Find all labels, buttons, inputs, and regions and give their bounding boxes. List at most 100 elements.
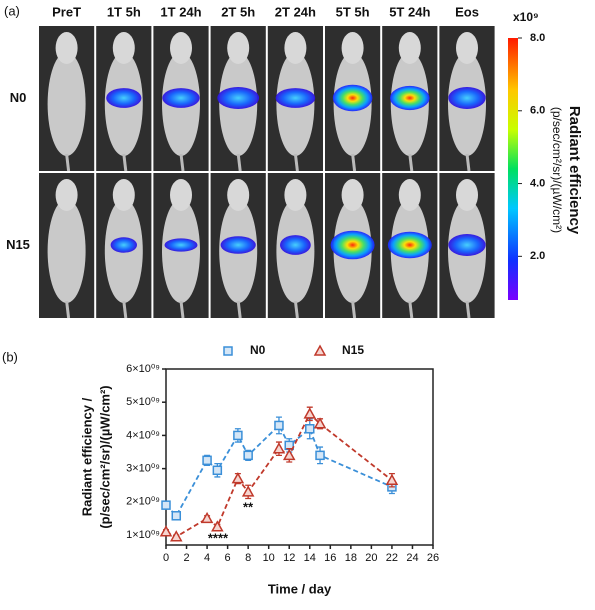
colorbar-tick-label: 2.0 (530, 250, 545, 262)
mouse-head (170, 32, 192, 64)
x-tick-label: 8 (245, 552, 251, 564)
y-tick-label: 6×10⁰⁹ (126, 363, 160, 375)
row-label: N0 (10, 90, 27, 105)
mouse-body (47, 199, 86, 303)
mouse-head (284, 179, 307, 211)
signal (448, 234, 486, 256)
marker (315, 450, 325, 461)
x-tick-label: 4 (204, 552, 210, 564)
signal (448, 87, 486, 109)
mouse-tail (351, 300, 357, 319)
marker (211, 520, 224, 532)
x-tick-label: 14 (304, 552, 316, 564)
mouse-tail (293, 300, 299, 319)
signal (220, 236, 256, 254)
signal (106, 88, 142, 108)
marker (305, 424, 315, 434)
colorbar-title: Radiant efficiency (566, 106, 583, 235)
column-label: PreT (52, 4, 81, 19)
signal (387, 231, 432, 259)
signal (280, 235, 311, 255)
x-tick-label: 24 (406, 552, 418, 564)
signal (164, 238, 198, 252)
y-tick-label: 2×10⁰⁹ (126, 496, 160, 508)
annotation: ** (243, 499, 254, 514)
mouse-head (398, 179, 421, 211)
row-label: N15 (6, 237, 30, 252)
marker (233, 430, 243, 441)
mouse-head (227, 32, 250, 64)
mouse-head (398, 32, 421, 64)
marker (231, 472, 245, 484)
x-tick-label: 18 (345, 552, 357, 564)
colorbar (508, 38, 518, 300)
column-label: 2T 5h (221, 4, 255, 19)
x-axis-label: Time / day (268, 581, 332, 596)
marker (200, 511, 214, 524)
signal (162, 88, 200, 108)
column-label: 2T 24h (275, 4, 316, 19)
mouse-tail (122, 300, 128, 319)
mouse-head (284, 32, 307, 64)
column-label: Eos (455, 4, 479, 19)
mouse-head (170, 179, 192, 211)
series-line (165, 423, 393, 518)
mouse-head (341, 179, 364, 211)
x-tick-label: 22 (386, 552, 398, 564)
mouse-head (341, 32, 364, 64)
mouse-head (55, 179, 78, 211)
marker (243, 450, 253, 461)
mouse-tail (236, 153, 242, 172)
marker (272, 442, 286, 454)
colorbar-tick-label: 8.0 (530, 32, 545, 44)
signal (330, 230, 375, 260)
colorbar-unit: (p/sec/cm²/sr)/(µW/cm²) (550, 107, 564, 233)
mouse-tail (293, 153, 299, 172)
mouse-tail (351, 153, 357, 172)
column-label: 1T 24h (160, 4, 201, 19)
mouse-tail (179, 300, 185, 319)
marker (169, 530, 183, 542)
mouse-body (47, 52, 86, 156)
legend-label: N15 (342, 343, 364, 357)
marker (202, 455, 212, 466)
mouse-tail (65, 300, 71, 319)
mouse-tail (408, 300, 414, 319)
signal (332, 84, 373, 112)
x-tick-label: 10 (263, 552, 275, 564)
marker (313, 417, 327, 429)
marker (212, 465, 223, 476)
marker (385, 473, 399, 485)
signal (217, 87, 260, 109)
signal (110, 237, 137, 253)
x-tick-label: 0 (163, 552, 169, 564)
mouse-tail (236, 300, 242, 319)
mouse-tail (408, 153, 414, 172)
mouse-head (55, 32, 78, 64)
panel-label: (a) (4, 3, 20, 18)
marker (282, 448, 296, 461)
marker (159, 525, 173, 537)
y-tick-label: 3×10⁰⁹ (126, 463, 160, 475)
mouse-head (227, 179, 250, 211)
column-label: 5T 24h (389, 4, 430, 19)
mouse-tail (465, 153, 471, 172)
mouse-tail (65, 153, 71, 172)
y-tick-label: 1×10⁰⁹ (126, 529, 160, 541)
signal (390, 85, 430, 111)
annotation: **** (208, 530, 229, 545)
x-tick-label: 26 (427, 552, 439, 564)
mouse-head (112, 32, 135, 64)
mouse-tail (465, 300, 471, 319)
column-label: 1T 5h (107, 4, 141, 19)
marker (313, 344, 327, 356)
x-tick-label: 6 (225, 552, 231, 564)
marker (161, 500, 171, 510)
x-tick-label: 12 (283, 552, 295, 564)
marker (274, 420, 284, 431)
y-axis-label: Radiant efficiency / (79, 397, 94, 516)
marker (303, 407, 317, 419)
x-tick-label: 16 (324, 552, 336, 564)
